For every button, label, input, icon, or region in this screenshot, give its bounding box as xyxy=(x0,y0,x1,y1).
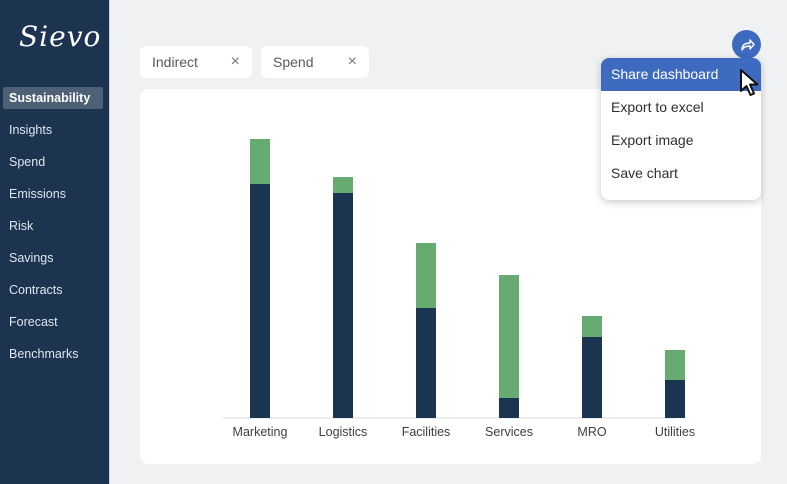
sidebar-item-forecast[interactable]: Forecast xyxy=(9,315,58,329)
sidebar-item-insights[interactable]: Insights xyxy=(9,123,53,137)
filter-chip-label: Indirect xyxy=(152,54,198,70)
remove-filter-icon[interactable]: × xyxy=(230,53,240,70)
menu-item-export-excel[interactable]: Export to excel xyxy=(611,99,704,115)
x-tick-label: Facilities xyxy=(402,425,451,439)
bar-segment-facilities-1[interactable] xyxy=(416,243,436,308)
bar-segment-marketing-1[interactable] xyxy=(250,139,270,184)
menu-item-share-dashboard[interactable]: Share dashboard xyxy=(601,58,761,91)
sidebar-item-savings[interactable]: Savings xyxy=(9,251,54,265)
filter-chip-spend[interactable]: Spend × xyxy=(261,46,369,78)
menu-item-save-chart[interactable]: Save chart xyxy=(611,165,678,181)
sidebar-item-contracts[interactable]: Contracts xyxy=(9,283,63,297)
x-tick-label: Marketing xyxy=(233,425,288,439)
x-tick-label: Utilities xyxy=(655,425,695,439)
bar-segment-facilities-0[interactable] xyxy=(416,308,436,418)
mouse-pointer-icon xyxy=(740,69,759,96)
filter-chip-label: Spend xyxy=(273,54,314,70)
sidebar: Sievo Sustainability Insights Spend Emis… xyxy=(0,0,110,484)
remove-filter-icon[interactable]: × xyxy=(347,53,357,70)
bar-segment-services-0[interactable] xyxy=(499,398,519,418)
bar-segment-mro-1[interactable] xyxy=(582,316,602,337)
sidebar-item-spend[interactable]: Spend xyxy=(9,155,46,169)
bar-segment-services-1[interactable] xyxy=(499,275,519,398)
filter-chip-indirect[interactable]: Indirect × xyxy=(140,46,252,78)
share-arrow-icon xyxy=(740,38,755,51)
sidebar-item-risk[interactable]: Risk xyxy=(9,219,34,233)
share-button[interactable] xyxy=(732,30,761,59)
bar-segment-logistics-1[interactable] xyxy=(333,177,353,193)
bar-segment-mro-0[interactable] xyxy=(582,337,602,418)
bar-segment-utilities-0[interactable] xyxy=(665,380,685,418)
menu-item-export-image[interactable]: Export image xyxy=(611,132,694,148)
sidebar-item-emissions[interactable]: Emissions xyxy=(9,187,66,201)
bar-segment-logistics-0[interactable] xyxy=(333,193,353,418)
x-tick-label: Logistics xyxy=(319,425,368,439)
sidebar-item-sustainability[interactable]: Sustainability xyxy=(3,87,103,109)
sidebar-item-benchmarks[interactable]: Benchmarks xyxy=(9,347,79,361)
bar-segment-utilities-1[interactable] xyxy=(665,350,685,380)
share-menu: Share dashboard Export to excel Export i… xyxy=(601,58,761,200)
x-tick-label: MRO xyxy=(577,425,606,439)
sidebar-nav: Sustainability Insights Spend Emissions … xyxy=(0,87,110,375)
sievo-logo: Sievo xyxy=(19,20,102,53)
stacked-bar-chart: Marketing Logistics Facilities Services MRO U… xyxy=(223,139,695,439)
bar-segment-marketing-0[interactable] xyxy=(250,184,270,418)
x-tick-label: Services xyxy=(485,425,533,439)
